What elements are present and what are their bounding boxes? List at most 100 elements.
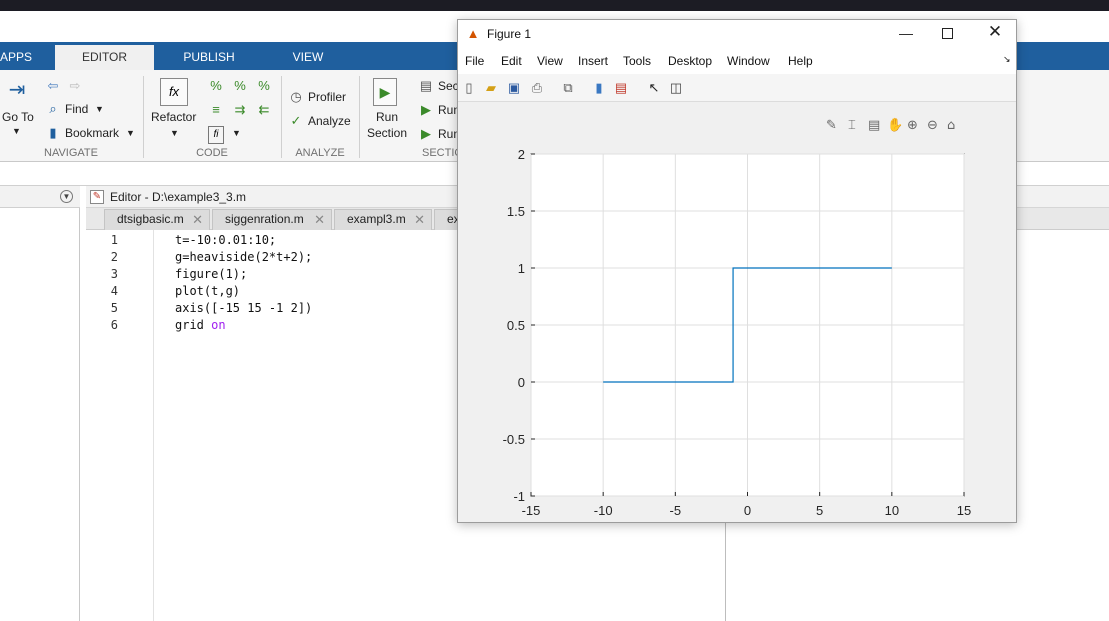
close-icon[interactable]: ✕ [314,212,325,227]
tab-file[interactable]: siggenration.m ✕ [212,209,332,230]
pointer-icon[interactable]: ↖ [648,80,660,95]
indent-icon[interactable]: ≡ [212,102,220,117]
code-dropdown-icon[interactable]: ▼ [232,128,241,138]
y-tick-label: 1 [518,261,525,276]
code-text: g=heaviside(2*t+2); [175,250,313,264]
analyze-section-label: ANALYZE [295,147,345,159]
tab-apps[interactable]: APPS [0,50,33,64]
run-time-icon[interactable]: ▶ [421,126,431,141]
zoom-in-icon[interactable]: ⊕ [907,118,918,133]
insert-function-icon[interactable]: fi [208,126,224,144]
code-line[interactable]: figure(1); [175,267,247,281]
dock-arrow-icon[interactable]: ↘ [1003,54,1011,64]
line-number: 4 [110,284,118,298]
link-plot-icon[interactable]: ⧉ [563,80,573,95]
run-advance-icon[interactable]: ▶ [421,102,431,117]
run-section-label-2[interactable]: Section [367,126,408,140]
goto-dropdown-icon[interactable]: ▼ [12,126,21,136]
section-break-button[interactable]: Sec [438,79,459,93]
wrap-comment-icon[interactable]: % [258,78,270,93]
print-icon[interactable]: ⎙ [531,80,543,95]
menu-file[interactable]: File [465,54,485,68]
data-tips-icon[interactable]: ⌶ [848,118,856,133]
line-number: 5 [110,301,118,315]
run-and-time-button[interactable]: Run [438,127,461,141]
menu-view[interactable]: View [537,54,563,68]
open-file-icon[interactable]: ▰ [486,80,496,95]
menu-insert[interactable]: Insert [578,54,609,68]
maximize-button[interactable] [942,28,953,39]
uncomment-icon[interactable]: % [234,78,246,93]
code-section-label: CODE [196,147,228,159]
code-line[interactable]: grid on [175,318,226,332]
goto-button[interactable]: Go To [2,110,34,124]
plot-area[interactable]: ✎ ⌶ ▤ ✋ ⊕ ⊖ ⌂ -15 -10 -5 0 5 10 15 -1 -0.5 0 0.5 1 1… [458,102,1016,522]
refactor-dropdown-icon[interactable]: ▼ [170,128,179,138]
close-button[interactable]: ✕ [987,22,1003,41]
menu-help[interactable]: Help [788,54,813,68]
code-text: plot(t,g) [175,284,241,298]
menu-tools[interactable]: Tools [623,54,652,68]
line-number: 1 [110,233,118,247]
figure-titlebar[interactable]: ▲ Figure 1 — ✕ [458,20,1016,50]
brush-icon[interactable]: ✎ [826,118,837,133]
close-icon[interactable]: ✕ [414,212,425,227]
code-line[interactable]: axis([-15 15 -1 2]) [175,301,312,315]
figure-menubar: File Edit View Insert Tools Desktop Wind… [458,50,1016,74]
code-line[interactable]: plot(t,g) [175,284,240,298]
axes-toolbar: ✎ ⌶ ▤ ✋ ⊕ ⊖ ⌂ [826,117,955,133]
analyze-button[interactable]: Analyze [308,114,351,128]
back-arrow-icon[interactable]: ⇦ [47,78,59,93]
run-and-advance-button[interactable]: Run [438,103,461,117]
increase-indent-icon[interactable]: ⇉ [234,102,246,117]
tab-editor[interactable]: EDITOR [55,45,154,70]
series-line [603,267,892,383]
x-tick-label: 0 [744,503,751,518]
menu-desktop[interactable]: Desktop [668,54,713,68]
figure-window[interactable]: ▲ Figure 1 — ✕ File Edit View Insert Too… [457,19,1017,523]
tab-file-label: dtsigbasic.m [117,212,184,226]
run-section-label-1[interactable]: Run [376,110,399,124]
series-group [603,267,892,383]
y-tick-label: 0.5 [507,318,525,333]
find-icon: ⌕ [49,101,57,116]
new-figure-icon[interactable]: ▯ [465,80,473,95]
refactor-button[interactable]: Refactor [151,110,197,124]
home-icon[interactable]: ⌂ [947,118,955,133]
find-button[interactable]: Find [65,102,89,116]
bookmark-dropdown-icon[interactable]: ▼ [126,128,135,138]
export-icon[interactable]: ▤ [868,118,880,133]
pan-hand-icon[interactable]: ✋ [887,117,903,133]
menu-window[interactable]: Window [727,54,770,68]
minimize-button[interactable]: — [899,25,913,41]
tab-file-label: siggenration.m [225,212,304,226]
matlab-logo-icon: ▲ [466,26,480,41]
code-line[interactable]: g=heaviside(2*t+2); [175,250,312,264]
panel-menu-icon[interactable]: ▼ [60,190,73,203]
forward-arrow-icon[interactable]: ⇨ [69,78,81,93]
tab-file[interactable]: exampl3.m ✕ [334,209,432,230]
save-icon[interactable]: ▣ [507,80,521,95]
colorbar-icon[interactable]: ▮ [595,80,603,95]
bookmark-button[interactable]: Bookmark [65,126,120,140]
bookmark-icon: ▮ [49,125,57,140]
section-break-icon[interactable]: ▤ [419,78,433,93]
y-tick-label: 1.5 [507,204,525,219]
legend-icon[interactable]: ▤ [614,80,628,95]
tab-view[interactable]: VIEW [292,50,324,64]
close-icon[interactable]: ✕ [192,212,203,227]
property-editor-icon[interactable]: ◫ [669,80,683,95]
decrease-indent-icon[interactable]: ⇇ [258,102,270,117]
comment-icon[interactable]: % [210,78,222,93]
code-line[interactable]: t=-10:0.01:10; [175,233,276,247]
y-tick-label: 2 [518,147,525,162]
menu-edit[interactable]: Edit [501,54,522,68]
tab-publish[interactable]: PUBLISH [183,50,235,64]
find-dropdown-icon[interactable]: ▼ [95,104,104,114]
x-tick-label: -10 [594,503,613,518]
profiler-button[interactable]: Profiler [308,90,347,104]
tab-file-label: ex [447,212,460,226]
tab-file[interactable]: dtsigbasic.m ✕ [104,209,210,230]
zoom-out-icon[interactable]: ⊖ [927,118,938,133]
divider-line [725,520,726,621]
